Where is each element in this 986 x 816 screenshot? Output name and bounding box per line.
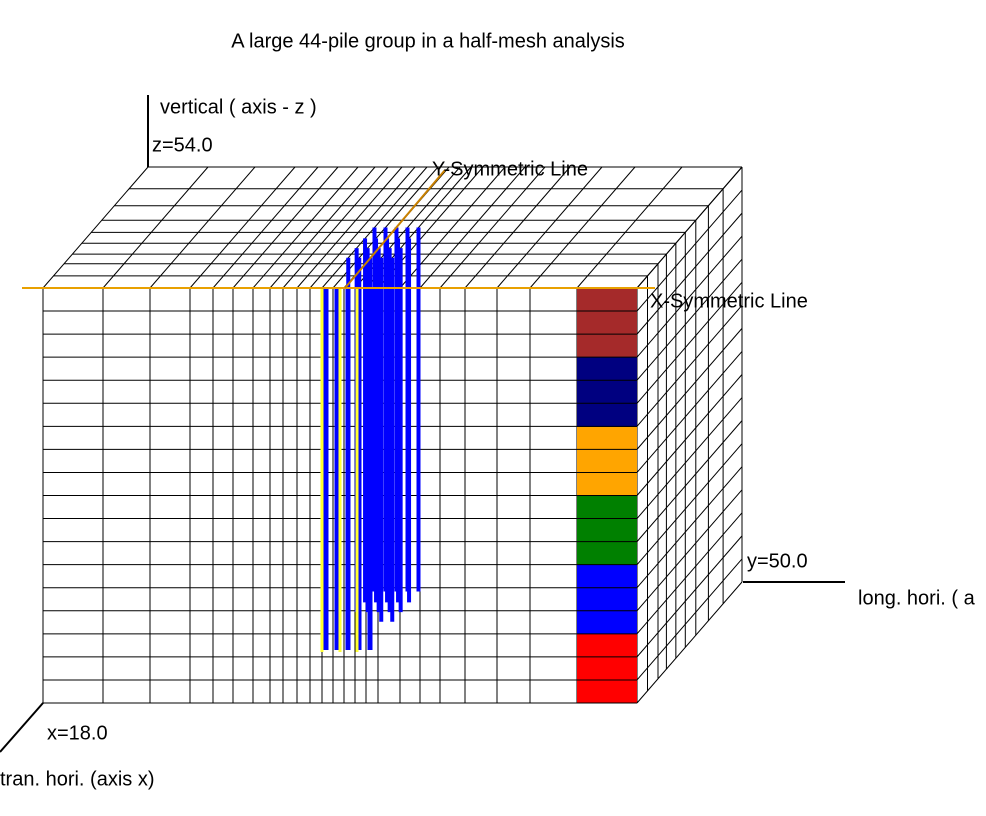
y-symmetric-line	[344, 169, 446, 289]
layer	[577, 634, 637, 703]
layer	[577, 565, 637, 634]
mesh-line	[102, 166, 209, 289]
mesh-line	[212, 166, 319, 289]
mesh-line	[399, 166, 506, 289]
x-symmetric-label: X-Symmetric Line	[650, 290, 808, 312]
mesh-line	[439, 166, 546, 289]
mesh-line	[42, 166, 149, 289]
layer	[577, 357, 637, 427]
x-value: x=18.0	[47, 722, 108, 744]
layer	[577, 496, 637, 565]
mesh-line	[636, 189, 743, 312]
mesh-line	[636, 443, 743, 565]
y-axis-label: long. hori. ( a	[858, 587, 976, 609]
mesh-line	[419, 166, 526, 289]
x-axis-label: tran. hori. (axis x)	[0, 768, 154, 790]
y-value: y=50.0	[747, 550, 808, 572]
mesh-line	[576, 166, 683, 289]
mesh-line	[636, 420, 743, 542]
soil-layers	[577, 288, 637, 703]
layer-grid	[577, 287, 637, 704]
mesh-line	[636, 281, 743, 404]
layer	[577, 427, 637, 496]
mesh-line	[636, 212, 743, 335]
mesh-line	[269, 166, 376, 289]
mesh-line	[149, 166, 256, 289]
mesh-line	[232, 166, 339, 289]
mesh-line	[636, 397, 743, 519]
mesh-line	[636, 258, 743, 381]
mesh-line	[636, 489, 743, 612]
mesh-line	[636, 535, 743, 658]
z-axis-label: vertical ( axis - z )	[160, 96, 317, 118]
z-value: z=54.0	[152, 134, 213, 156]
mesh-line	[636, 328, 743, 450]
mesh-line	[636, 166, 743, 289]
mesh-line	[636, 374, 743, 496]
title: A large 44-pile group in a half-mesh ana…	[231, 30, 625, 52]
mesh-line	[296, 166, 403, 289]
mesh-line	[496, 166, 603, 289]
mesh-line	[636, 235, 743, 358]
mesh-line	[282, 166, 389, 289]
mesh-line	[636, 558, 743, 681]
mesh-line	[189, 166, 296, 289]
mesh-line	[252, 166, 359, 289]
mesh-line	[464, 166, 571, 289]
mesh-line	[309, 166, 416, 289]
piles	[320, 227, 421, 652]
mesh-line	[636, 351, 743, 473]
mesh-line	[636, 466, 743, 589]
x-axis	[0, 702, 44, 753]
mesh-line	[529, 166, 636, 289]
mesh-line	[636, 305, 743, 427]
mesh-line	[636, 512, 743, 635]
mesh-line	[636, 581, 743, 704]
layer	[577, 288, 637, 357]
y-symmetric-label: Y-Symmetric Line	[432, 158, 588, 180]
